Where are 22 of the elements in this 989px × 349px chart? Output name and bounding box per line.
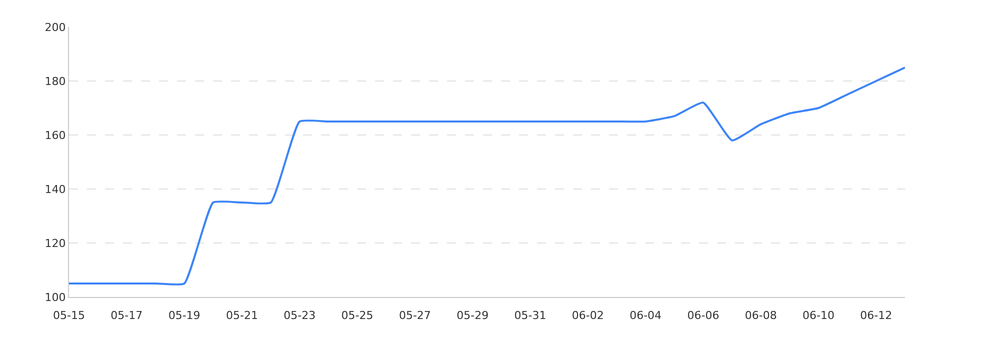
- x-tick-label: 05-15: [53, 309, 85, 322]
- x-tick-label: 05-31: [514, 309, 546, 322]
- x-tick-label: 06-08: [744, 309, 777, 322]
- x-tick-label: 05-29: [456, 309, 489, 322]
- x-tick-label: 06-02: [572, 309, 604, 322]
- x-tick-label: 06-12: [860, 309, 892, 322]
- y-tick-label: 200: [44, 20, 66, 34]
- x-tick-label: 05-19: [168, 309, 200, 322]
- x-tick-label: 05-17: [110, 309, 143, 322]
- x-tick-label: 05-25: [341, 309, 374, 322]
- x-tick-label: 05-21: [226, 309, 258, 322]
- y-tick-label: 180: [44, 74, 66, 88]
- y-tick-label: 100: [44, 290, 66, 304]
- y-tick-label: 140: [44, 182, 66, 196]
- y-tick-label: 160: [44, 128, 66, 142]
- x-tick-label: 05-27: [398, 309, 431, 322]
- x-tick-label: 06-06: [687, 309, 720, 322]
- line-series: [69, 66, 905, 286]
- x-tick-label: 06-10: [802, 309, 835, 322]
- x-tick-label: 06-04: [630, 309, 662, 322]
- y-tick-label: 120: [44, 236, 66, 250]
- x-tick-label: 05-23: [284, 309, 316, 322]
